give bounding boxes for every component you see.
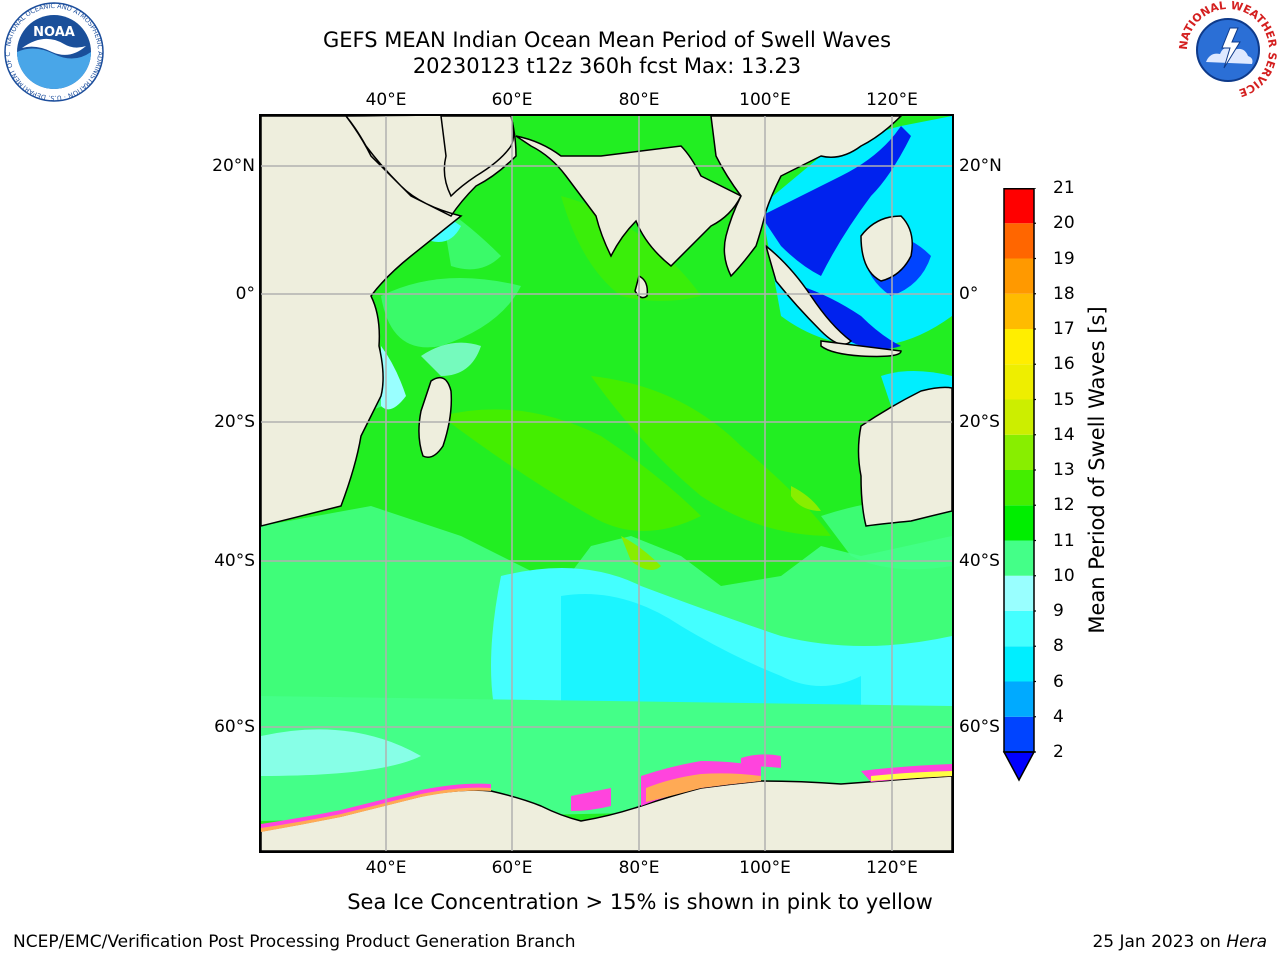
chart-subtitle: 20230123 t12z 360h fcst Max: 13.23	[412, 54, 802, 78]
nws-logo: NATIONAL WEATHER SERVICE	[1177, 0, 1279, 100]
colorbar-under-triangle	[1002, 751, 1036, 782]
lat-tick-left: 20°S	[214, 412, 255, 432]
sea-ice	[261, 754, 952, 832]
colorbar-segment	[1004, 399, 1034, 435]
colorbar-tick-label: 21	[1053, 178, 1075, 198]
footer-date-text: 25 Jan 2023 on	[1092, 932, 1227, 952]
colorbar-tick-label: 12	[1053, 495, 1075, 516]
colorbar-tick-label: 18	[1053, 283, 1075, 304]
colorbar-segment	[1004, 329, 1034, 365]
indochina-landmass	[710, 116, 903, 278]
colorbar-segment	[1004, 716, 1034, 752]
colorbar	[1002, 187, 1040, 788]
colorbar-tick-label: 2	[1053, 742, 1064, 762]
colorbar-tick-label: 13	[1053, 460, 1075, 480]
colorbar-tick-label: 11	[1053, 530, 1075, 551]
colorbar-tick-label: 4	[1053, 706, 1064, 727]
colorbar-segment	[1004, 575, 1034, 611]
lon-tick-top: 120°E	[866, 90, 918, 110]
lon-tick-bottom: 40°E	[365, 858, 407, 878]
colorbar-svg	[1002, 187, 1040, 782]
colorbar-segment	[1004, 258, 1034, 294]
lon-tick-top: 100°E	[739, 90, 791, 110]
colorbar-segment	[1004, 681, 1034, 717]
colorbar-tick-label: 20	[1053, 213, 1075, 234]
lon-tick-top: 60°E	[491, 90, 533, 110]
footer-date: 25 Jan 2023 on Hera	[1092, 932, 1267, 952]
lon-tick-bottom: 80°E	[618, 858, 660, 878]
sea-ice-caption-text: Sea Ice Concentration > 15% is shown in …	[347, 890, 933, 914]
colorbar-segment	[1004, 434, 1034, 470]
lat-tick-right: 20°N	[959, 156, 1002, 176]
chart-title: GEFS MEAN Indian Ocean Mean Period of Sw…	[322, 28, 892, 52]
colorbar-segment	[1004, 223, 1034, 259]
noaa-logo: NATIONAL OCEANIC AND ATMOSPHERIC ADMINIS…	[1, 0, 104, 102]
colorbar-tick-label: 17	[1053, 319, 1075, 339]
lon-tick-bottom: 60°E	[491, 858, 533, 878]
footer-credit: NCEP/EMC/Verification Post Processing Pr…	[13, 932, 576, 952]
colorbar-tick-label: 19	[1053, 248, 1075, 269]
swell-period-map	[261, 116, 952, 851]
lat-tick-left: 0°	[235, 284, 255, 304]
madagascar	[418, 376, 453, 458]
lat-tick-right: 0°	[959, 284, 979, 304]
colorbar-tick-label: 15	[1053, 389, 1075, 410]
colorbar-segment	[1004, 540, 1034, 576]
lat-tick-right: 60°S	[959, 717, 1000, 737]
graticule	[261, 116, 952, 851]
colorbar-tick-label: 14	[1053, 424, 1075, 445]
colorbar-label: Mean Period of Swell Waves [s]	[1085, 306, 1109, 634]
java	[820, 340, 902, 358]
sea-ice-caption: Sea Ice Concentration > 15% is shown in …	[0, 890, 1280, 914]
colorbar-segment	[1004, 188, 1034, 224]
africa-landmass	[261, 116, 517, 527]
colorbar-segment	[1004, 505, 1034, 541]
lon-tick-bottom: 120°E	[866, 858, 918, 878]
borneo	[860, 215, 913, 282]
colorbar-tick-label: 16	[1053, 354, 1075, 375]
lat-tick-left: 20°N	[212, 156, 255, 176]
lon-tick-top: 40°E	[365, 90, 407, 110]
noaa-logo-text: NOAA	[33, 25, 75, 40]
colorbar-segment	[1004, 646, 1034, 682]
lon-tick-top: 80°E	[618, 90, 660, 110]
colorbar-tick-label: 6	[1053, 671, 1064, 692]
lon-tick-bottom: 100°E	[739, 858, 791, 878]
sumatra	[764, 243, 853, 346]
arabia-landmass	[440, 116, 515, 198]
colorbar-segment	[1004, 611, 1034, 647]
colorbar-segment	[1004, 470, 1034, 506]
lat-tick-left: 60°S	[214, 717, 255, 737]
lat-tick-right: 40°S	[959, 551, 1000, 571]
footer-host: Hera	[1226, 932, 1267, 952]
colorbar-tick-label: 10	[1053, 565, 1075, 586]
india-landmass	[515, 135, 743, 268]
colorbar-segment	[1004, 293, 1034, 329]
colorbar-tick-label: 9	[1053, 601, 1064, 621]
colorbar-segment	[1004, 364, 1034, 400]
map-panel	[259, 114, 954, 853]
lat-tick-right: 20°S	[959, 412, 1000, 432]
colorbar-tick-label: 8	[1053, 636, 1064, 657]
lat-tick-left: 40°S	[214, 551, 255, 571]
